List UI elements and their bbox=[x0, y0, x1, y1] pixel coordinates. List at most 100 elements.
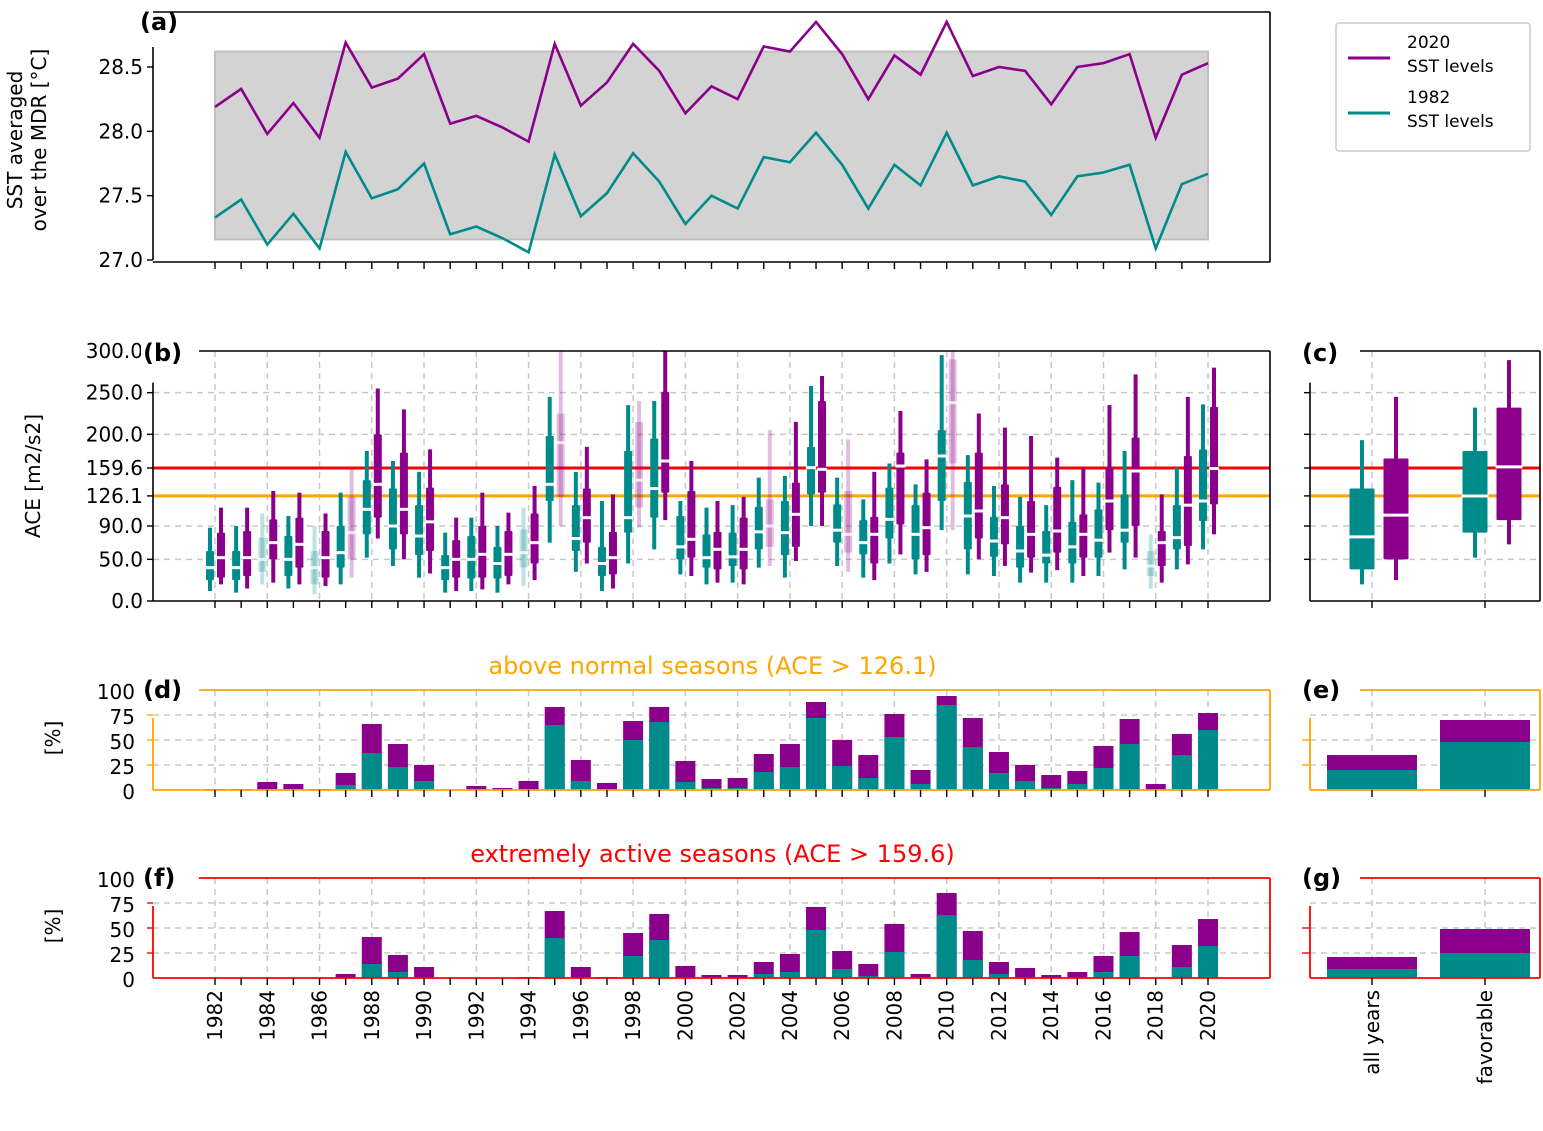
bar-2020 bbox=[1015, 968, 1036, 978]
box-iqr bbox=[582, 488, 591, 543]
x-tick-label: 1992 bbox=[464, 990, 488, 1041]
bar-2020 bbox=[492, 788, 513, 790]
legend-label: SST levels bbox=[1407, 112, 1494, 132]
box-iqr bbox=[1210, 406, 1218, 505]
box-iqr bbox=[1105, 467, 1114, 531]
panel-label-c: (c) bbox=[1302, 339, 1338, 367]
y-tick-label: 27.5 bbox=[98, 184, 143, 208]
legend-label: 1982 bbox=[1407, 88, 1450, 108]
x-axis-labels: 1982 1984 1986 1988 1990 1992 1994 1996 1998 2000… bbox=[203, 990, 1497, 1084]
bar-1982 bbox=[1119, 956, 1140, 978]
y-tick-label: 28.0 bbox=[98, 119, 143, 143]
x-tick-label: 1990 bbox=[412, 990, 436, 1041]
box-iqr bbox=[336, 526, 345, 568]
box-iqr bbox=[844, 491, 853, 553]
bar-2020 bbox=[466, 786, 487, 790]
box-iqr bbox=[1383, 458, 1409, 560]
legend-label: SST levels bbox=[1407, 57, 1494, 77]
box-iqr bbox=[807, 446, 816, 495]
box-iqr bbox=[833, 504, 842, 543]
x-tick-label: 2014 bbox=[1039, 990, 1063, 1041]
box-iqr bbox=[974, 452, 983, 539]
box-iqr bbox=[269, 519, 278, 560]
y-tick-label: 90.0 bbox=[98, 514, 143, 538]
legend: 2020 SST levels 1982 SST levels bbox=[1335, 22, 1531, 152]
bar-1982 bbox=[1119, 744, 1140, 790]
box-iqr bbox=[1042, 531, 1051, 564]
y-axis-title: [%] bbox=[41, 909, 65, 944]
bar-1982 bbox=[753, 772, 774, 790]
bar-1982 bbox=[988, 773, 1009, 790]
bar-2020 bbox=[727, 975, 748, 978]
y-tick-label: 100 bbox=[97, 868, 135, 892]
box-iqr bbox=[243, 531, 252, 576]
y-axis-title: SST averagedover the MDR [°C] bbox=[3, 49, 51, 232]
box-iqr bbox=[597, 546, 606, 576]
box-iqr bbox=[687, 491, 696, 558]
box-iqr bbox=[347, 496, 356, 560]
x-tick-label-side: favorable bbox=[1473, 990, 1497, 1084]
box-iqr bbox=[571, 505, 580, 551]
x-tick-label: 1998 bbox=[621, 990, 645, 1041]
box-iqr bbox=[1094, 509, 1103, 558]
y-tick-label: 25 bbox=[110, 755, 135, 779]
box-iqr bbox=[896, 452, 905, 525]
x-tick-label: 2002 bbox=[726, 990, 750, 1041]
box-iqr bbox=[1053, 486, 1062, 553]
bar-1982 bbox=[1198, 730, 1218, 790]
box-iqr bbox=[1131, 437, 1140, 526]
box-iqr bbox=[676, 516, 685, 560]
box-iqr bbox=[1172, 505, 1181, 550]
bar-1982 bbox=[1440, 742, 1530, 790]
bar-1982 bbox=[675, 782, 696, 790]
box-iqr bbox=[608, 531, 617, 575]
box-iqr bbox=[661, 391, 670, 493]
bar-1982 bbox=[727, 788, 748, 790]
box-iqr bbox=[284, 536, 293, 576]
box-iqr bbox=[388, 488, 397, 550]
box-iqr bbox=[1079, 514, 1088, 558]
box-iqr bbox=[885, 487, 894, 539]
panel-title: extremely active seasons (ACE > 159.6) bbox=[470, 840, 955, 868]
box-iqr bbox=[859, 520, 868, 555]
y-tick-label: 126.1 bbox=[86, 484, 143, 508]
panel-label-d: (d) bbox=[143, 676, 182, 704]
bar-1982 bbox=[1093, 972, 1114, 978]
x-tick-label: 1996 bbox=[569, 990, 593, 1041]
box-iqr bbox=[1068, 521, 1077, 564]
y-axis-title-line: over the MDR [°C] bbox=[27, 49, 51, 232]
bar-2020 bbox=[518, 781, 539, 790]
x-tick-label: 1994 bbox=[517, 990, 541, 1041]
bar-2020 bbox=[257, 782, 278, 790]
bar-1982 bbox=[832, 969, 853, 978]
bar-2020 bbox=[1067, 972, 1088, 978]
bar-1982 bbox=[1171, 967, 1192, 978]
bar-1982 bbox=[884, 737, 905, 790]
box-iqr bbox=[519, 529, 528, 568]
bar-1982 bbox=[936, 705, 957, 790]
bar-1982 bbox=[1041, 788, 1062, 790]
box-iqr bbox=[948, 359, 957, 464]
box-iqr bbox=[1027, 501, 1036, 558]
y-tick-label: 28.5 bbox=[98, 55, 143, 79]
bar-1982 bbox=[858, 976, 879, 978]
bar-2020 bbox=[727, 778, 748, 790]
bar-1982 bbox=[361, 753, 382, 790]
bar-1982 bbox=[832, 766, 853, 790]
bar-2020 bbox=[1145, 784, 1166, 790]
panel-label-e: (e) bbox=[1302, 676, 1340, 704]
bar-1982 bbox=[1327, 969, 1417, 978]
y-tick-label: 159.6 bbox=[86, 456, 143, 480]
bar-1982 bbox=[1093, 768, 1114, 790]
x-tick-label: 2008 bbox=[882, 990, 906, 1041]
bar-1982 bbox=[988, 974, 1009, 978]
bar-1982 bbox=[649, 940, 670, 978]
box-iqr bbox=[650, 438, 659, 518]
panel-label-b: (b) bbox=[143, 339, 182, 367]
bar-1982 bbox=[779, 767, 800, 790]
bar-1982 bbox=[884, 952, 905, 978]
panel-label-bg bbox=[1300, 861, 1360, 893]
box-iqr bbox=[922, 492, 931, 556]
bar-2020 bbox=[701, 975, 722, 978]
